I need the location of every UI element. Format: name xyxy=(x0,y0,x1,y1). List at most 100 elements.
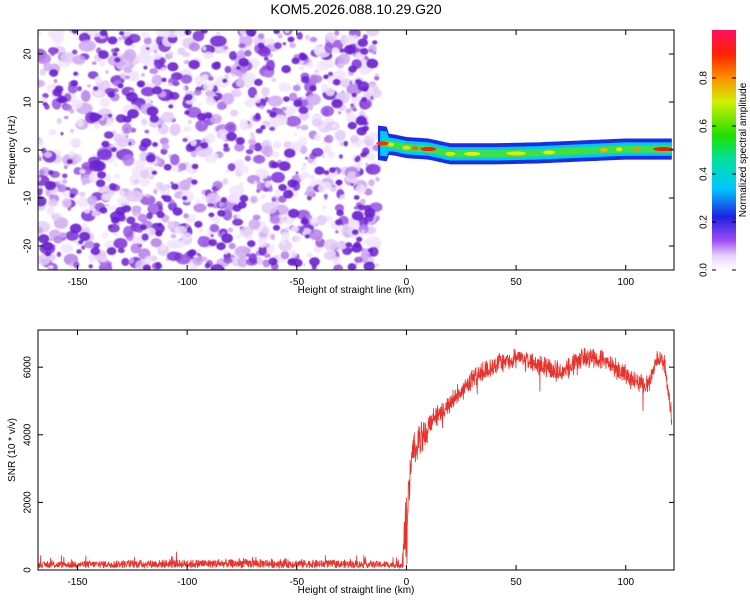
noise-blob xyxy=(260,194,267,199)
noise-blob xyxy=(141,32,149,39)
noise-peak xyxy=(247,240,256,248)
noise-blob xyxy=(223,146,230,152)
noise-blob xyxy=(209,223,220,233)
noise-peak xyxy=(181,195,188,201)
noise-peak xyxy=(356,126,367,136)
noise-blob xyxy=(327,71,334,77)
noise-blob xyxy=(337,111,342,115)
noise-blob xyxy=(216,129,230,141)
noise-peak xyxy=(217,209,226,217)
noise-peak xyxy=(97,171,107,179)
spectrogram-y-tick-label: 0 xyxy=(23,147,34,153)
noise-blob xyxy=(236,165,250,174)
noise-peak xyxy=(138,83,144,88)
noise-blob xyxy=(103,131,114,139)
noise-blob xyxy=(206,192,221,204)
noise-blob xyxy=(355,172,360,178)
noise-blob xyxy=(365,162,369,167)
noise-blob xyxy=(149,230,155,235)
noise-blob xyxy=(130,243,142,254)
snr-panel: -150 -100 -50 0 50 100 0 2000 4000 6000 Height o… xyxy=(7,329,675,596)
noise-blob xyxy=(149,203,159,214)
noise-blob xyxy=(248,219,261,230)
noise-blob xyxy=(250,196,258,204)
noise-blob xyxy=(187,119,192,125)
noise-blob xyxy=(98,60,106,67)
noise-blob xyxy=(137,213,148,223)
noise-blob xyxy=(49,253,56,262)
noise-blob xyxy=(267,95,283,107)
noise-peak xyxy=(126,91,138,102)
noise-blob xyxy=(38,156,43,162)
noise-blob xyxy=(223,257,233,264)
noise-blob xyxy=(139,194,156,206)
spectrogram-x-ticks: -150 -100 -50 0 50 100 xyxy=(67,30,635,288)
noise-blob xyxy=(38,186,43,196)
noise-blob xyxy=(161,142,170,151)
noise-blob xyxy=(262,259,271,268)
noise-blob xyxy=(271,114,288,126)
noise-blob xyxy=(342,228,351,238)
signal-hotspot xyxy=(464,151,481,156)
noise-blob xyxy=(183,232,192,241)
noise-blob xyxy=(108,182,117,191)
colorbar-tick-label: 0.6 xyxy=(699,119,710,133)
noise-peak xyxy=(222,78,228,84)
noise-blob xyxy=(343,140,349,147)
noise-blob xyxy=(236,213,241,219)
noise-blob xyxy=(121,257,130,266)
snr-y-tick-label: 2000 xyxy=(23,491,34,514)
signal-hotspot xyxy=(653,147,674,152)
noise-blob xyxy=(353,206,359,210)
noise-blob xyxy=(121,123,133,135)
noise-blob xyxy=(53,235,63,244)
noise-blob xyxy=(116,136,129,148)
noise-blob xyxy=(323,251,336,261)
spectrogram-x-tick-label: -150 xyxy=(67,277,87,288)
spectrogram-y-ticks: -20 -10 0 10 20 xyxy=(23,48,674,253)
noise-blob xyxy=(259,105,265,110)
noise-blob xyxy=(134,159,146,170)
spectrogram-x-axis-title: Height of straight line (km) xyxy=(298,285,415,296)
noise-blob xyxy=(290,141,302,152)
noise-blob xyxy=(265,37,275,46)
noise-peak xyxy=(355,116,367,126)
noise-blob xyxy=(262,120,271,127)
snr-y-axis-title: SNR (10 * v/v) xyxy=(7,418,18,482)
noise-peak xyxy=(332,78,341,86)
noise-blob xyxy=(43,61,52,72)
noise-blob xyxy=(81,222,88,230)
noise-peak xyxy=(78,231,91,242)
noise-peak xyxy=(335,179,343,186)
noise-blob xyxy=(261,226,270,235)
noise-blob xyxy=(160,67,167,72)
noise-peak xyxy=(92,86,99,91)
noise-peak xyxy=(345,242,353,248)
noise-blob xyxy=(311,118,323,127)
noise-blob xyxy=(38,31,42,37)
noise-blob xyxy=(271,171,285,183)
snr-background xyxy=(38,330,674,570)
noise-blob xyxy=(281,239,287,246)
noise-blob xyxy=(256,181,265,191)
noise-blob xyxy=(146,194,152,198)
noise-blob xyxy=(63,165,68,170)
noise-peak xyxy=(309,85,317,92)
noise-blob xyxy=(221,267,225,270)
noise-blob xyxy=(190,139,197,146)
noise-blob xyxy=(141,118,148,126)
noise-blob xyxy=(329,186,337,192)
noise-blob xyxy=(308,174,316,180)
noise-blob xyxy=(230,254,235,258)
noise-blob xyxy=(229,184,245,196)
noise-blob xyxy=(53,78,58,84)
noise-peak xyxy=(188,59,200,70)
noise-blob xyxy=(170,123,181,135)
noise-blob xyxy=(89,160,105,172)
noise-peak xyxy=(232,204,242,212)
noise-blob xyxy=(131,44,135,48)
noise-blob xyxy=(358,63,370,75)
noise-peak xyxy=(364,208,376,218)
noise-blob xyxy=(314,72,319,76)
noise-blob xyxy=(357,204,366,211)
